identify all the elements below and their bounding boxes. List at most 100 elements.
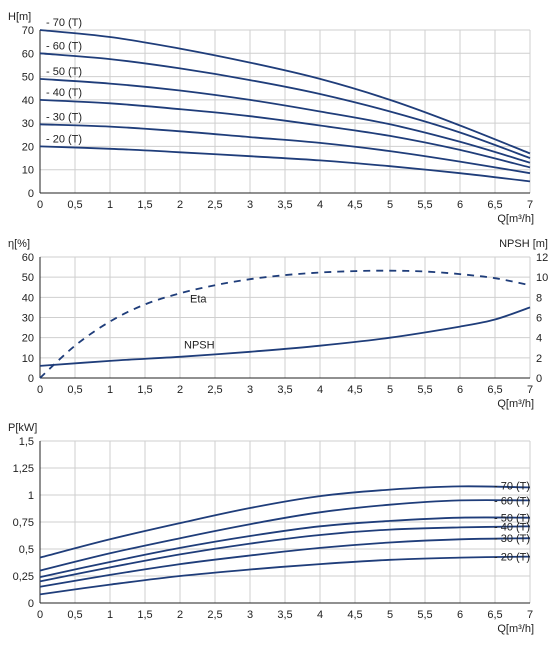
x-tick-label: 1 (107, 384, 113, 396)
y-tick-label: 0,75 (13, 517, 34, 529)
x-tick-label: 3,5 (277, 609, 292, 621)
series-label: - 20 (T) (494, 552, 530, 564)
x-tick-label: 6 (457, 199, 463, 211)
series-label: Eta (190, 293, 207, 305)
series-label: - 20 (T) (46, 133, 82, 145)
x-axis-label: Q[m³/h] (497, 398, 534, 410)
series-label: - 40 (T) (494, 521, 530, 533)
series-label: - 30 (T) (46, 111, 82, 123)
x-tick-label: 0,5 (67, 384, 82, 396)
x-tick-label: 6,5 (487, 609, 502, 621)
x-tick-label: 2,5 (207, 199, 222, 211)
x-tick-label: 2 (177, 609, 183, 621)
series-line (39, 555, 531, 596)
y-tick-label: 20 (22, 333, 34, 345)
x-tick-label: 4 (317, 609, 323, 621)
y-tick-label: 10 (22, 165, 34, 177)
y-tick-label: 0 (28, 598, 34, 610)
x-axis-label: Q[m³/h] (497, 213, 534, 225)
x-tick-label: 5,5 (417, 384, 432, 396)
x-tick-label: 0,5 (67, 199, 82, 211)
y-tick-label: 50 (22, 272, 34, 284)
x-axis-label: Q[m³/h] (497, 623, 534, 635)
efficiency-npsh-chart: 0 0,5 1 1,5 2 2,5 3 3,5 4 4,5 5 5,5 6 6,5 701020304050… (8, 238, 548, 410)
y2-axis-label: NPSH [m] (499, 238, 548, 250)
y2-tick-label: 6 (536, 313, 542, 325)
series-line (39, 78, 531, 164)
series-line (39, 123, 531, 175)
series-label: NPSH (184, 339, 215, 351)
x-tick-label: 5 (387, 609, 393, 621)
series-line (39, 52, 531, 159)
series-line (39, 516, 531, 578)
series-line (39, 145, 531, 183)
y-tick-label: 40 (22, 292, 34, 304)
y-axis-label: H[m] (8, 11, 31, 23)
y2-tick-label: 2 (536, 353, 542, 365)
x-tick-label: 5,5 (417, 199, 432, 211)
power-chart: 0 0,5 1 1,5 2 2,5 3 3,5 4 4,5 5 5,5 6 6,5 7 0 0,25 0,5 0,7… (8, 422, 534, 635)
y-tick-label: 60 (22, 252, 34, 264)
series-label: - 60 (T) (494, 495, 530, 507)
y2-tick-label: 0 (536, 373, 542, 385)
series-label: - 70 (T) (46, 17, 82, 29)
x-tick-label: 3 (247, 199, 253, 211)
x-tick-label: 2,5 (207, 384, 222, 396)
x-tick-label: 0 (37, 199, 43, 211)
series-line (39, 499, 531, 572)
series-label: - 70 (T) (494, 480, 530, 492)
y-tick-label: 20 (22, 141, 34, 153)
x-tick-label: 4 (317, 199, 323, 211)
y-axis-label: P[kW] (8, 422, 37, 434)
y-tick-label: 0 (28, 188, 34, 200)
x-tick-label: 0 (37, 384, 43, 396)
series-line (39, 485, 531, 559)
x-tick-label: 5,5 (417, 609, 432, 621)
y-tick-label: 0 (28, 373, 34, 385)
y-tick-label: 30 (22, 118, 34, 130)
series-line (39, 99, 531, 169)
x-tick-label: 6,5 (487, 199, 502, 211)
head-chart: 0 0,5 1 1,5 2 2,5 3 3,5 4 4,5 5 5,5 6 6,5 701020304050… (8, 11, 534, 225)
x-tick-label: 0,5 (67, 609, 82, 621)
x-tick-label: 6 (457, 384, 463, 396)
x-tick-label: 5 (387, 384, 393, 396)
series-label: - 40 (T) (46, 87, 82, 99)
x-tick-label: 2,5 (207, 609, 222, 621)
x-tick-label: 4 (317, 384, 323, 396)
x-tick-label: 1,5 (137, 384, 152, 396)
y-tick-label: 1 (28, 490, 34, 502)
series-line (39, 306, 531, 367)
y-axis-label: η[%] (8, 238, 30, 250)
series-line (39, 525, 531, 583)
x-tick-label: 6,5 (487, 384, 502, 396)
x-tick-label: 1 (107, 199, 113, 211)
y2-tick-label: 10 (536, 272, 548, 284)
x-tick-label: 0 (37, 609, 43, 621)
y-tick-label: 70 (22, 25, 34, 37)
y2-tick-label: 8 (536, 292, 542, 304)
y-tick-label: 40 (22, 95, 34, 107)
x-tick-label: 4,5 (347, 384, 362, 396)
x-tick-label: 7 (527, 384, 533, 396)
x-tick-label: 2 (177, 384, 183, 396)
y2-tick-label: 12 (536, 252, 548, 264)
series-label: - 60 (T) (46, 40, 82, 52)
x-tick-label: 5 (387, 199, 393, 211)
x-tick-label: 1,5 (137, 199, 152, 211)
x-tick-label: 7 (527, 609, 533, 621)
y-tick-label: 0,25 (13, 571, 34, 583)
x-tick-label: 7 (527, 199, 533, 211)
series-label: - 30 (T) (494, 533, 530, 545)
y-tick-label: 1,25 (13, 463, 34, 475)
x-tick-label: 3,5 (277, 199, 292, 211)
y-tick-label: 1,5 (19, 436, 34, 448)
x-tick-label: 1 (107, 609, 113, 621)
y-tick-label: 30 (22, 313, 34, 325)
y-tick-label: 50 (22, 72, 34, 84)
y2-tick-label: 4 (536, 333, 542, 345)
y-tick-label: 60 (22, 48, 34, 60)
series-label: - 50 (T) (494, 513, 530, 525)
